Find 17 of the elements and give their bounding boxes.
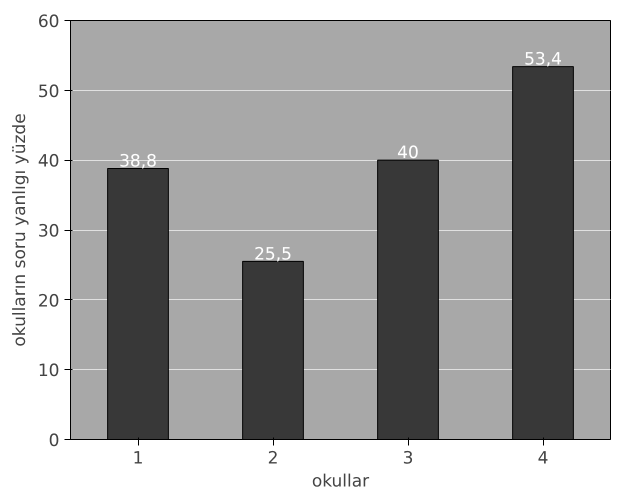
x-tick-label: 4 — [538, 448, 548, 468]
y-tick-label: 10 — [38, 361, 60, 382]
data-label: 38,8 — [119, 152, 157, 172]
x-tick-label: 3 — [402, 448, 414, 468]
y-tick-label: 30 — [38, 222, 60, 242]
y-tick-label: 0 — [48, 431, 60, 451]
y-axis-title: okulların soru yanlıgı yüzde — [10, 113, 30, 347]
y-tick-label: 50 — [38, 82, 60, 102]
data-label: 25,5 — [254, 244, 292, 264]
data-label: 40 — [397, 143, 419, 164]
x-axis-title: okullar — [312, 472, 370, 492]
x-tick-label: 1 — [132, 448, 144, 468]
y-tick-label: 60 — [38, 12, 60, 32]
data-label: 53,4 — [524, 50, 562, 70]
y-tick-label: 40 — [38, 152, 60, 172]
y-tick-label: 20 — [38, 291, 60, 312]
x-tick-label: 2 — [268, 448, 278, 468]
